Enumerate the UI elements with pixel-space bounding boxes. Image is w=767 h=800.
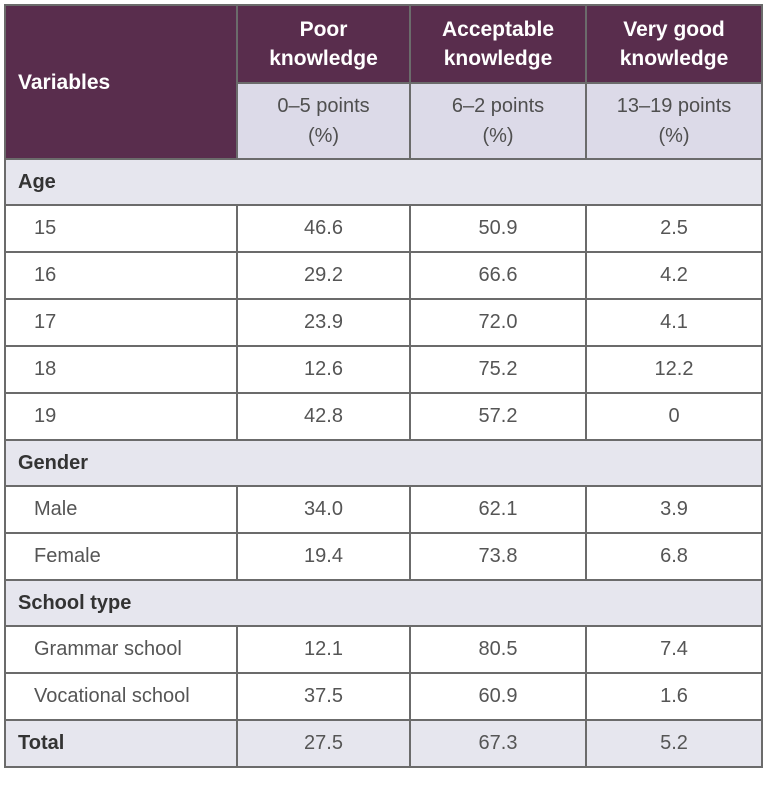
cell-poor: 37.5	[236, 672, 411, 721]
cell-very-good: 4.1	[585, 298, 763, 347]
cell-poor: 12.1	[236, 625, 411, 674]
table-body: Age 15 46.6 50.9 2.5 16 29.2 66.6 4.2 17 23.9 72.0 4…	[4, 158, 763, 768]
cell-acceptable: 75.2	[409, 345, 587, 394]
section-row-gender: Gender	[4, 439, 763, 487]
cell-poor: 12.6	[236, 345, 411, 394]
cell-poor: 46.6	[236, 204, 411, 253]
header-poor-line1: Poor	[299, 18, 348, 41]
row-label: 18	[4, 345, 238, 394]
total-poor: 27.5	[236, 719, 411, 768]
header-acceptable-range-text: 6–2 points	[451, 95, 545, 117]
row-label: 17	[4, 298, 238, 347]
knowledge-table: Variables Poor knowledge Acceptable knowle…	[4, 4, 763, 768]
row-label: Male	[4, 485, 238, 534]
header-poor-line2: knowledge	[269, 47, 378, 70]
cell-poor: 29.2	[236, 251, 411, 300]
table-row: Male 34.0 62.1 3.9	[4, 485, 763, 534]
header-acceptable-line2: knowledge	[443, 47, 553, 70]
table-row: 15 46.6 50.9 2.5	[4, 204, 763, 253]
header-acceptable-knowledge: Acceptable knowledge	[409, 4, 587, 84]
cell-poor: 23.9	[236, 298, 411, 347]
header-very-good-line2: knowledge	[619, 47, 729, 70]
cell-acceptable: 62.1	[409, 485, 587, 534]
header-acceptable-line1: Acceptable	[441, 18, 555, 41]
section-title: Gender	[4, 439, 763, 487]
cell-very-good: 2.5	[585, 204, 763, 253]
header-very-good-range: 13–19 points (%)	[585, 82, 763, 160]
header-acceptable-unit: (%)	[482, 125, 514, 147]
header-acceptable-range: 6–2 points (%)	[409, 82, 587, 160]
cell-acceptable: 60.9	[409, 672, 587, 721]
header-very-good-unit: (%)	[658, 125, 690, 147]
section-title: Age	[4, 158, 763, 206]
cell-acceptable: 57.2	[409, 392, 587, 441]
knowledge-table-container: Variables Poor knowledge Acceptable knowle…	[4, 4, 763, 768]
header-very-good-line1: Very good	[623, 18, 725, 41]
total-acceptable: 67.3	[409, 719, 587, 768]
cell-poor: 19.4	[236, 532, 411, 581]
header-very-good-range-text: 13–19 points	[616, 95, 732, 117]
table-row: 16 29.2 66.6 4.2	[4, 251, 763, 300]
table-row: 17 23.9 72.0 4.1	[4, 298, 763, 347]
table-row: 19 42.8 57.2 0	[4, 392, 763, 441]
header-poor-unit: (%)	[307, 125, 340, 147]
row-label: Vocational school	[4, 672, 238, 721]
cell-acceptable: 73.8	[409, 532, 587, 581]
header-poor-range: 0–5 points (%)	[236, 82, 411, 160]
section-row-age: Age	[4, 158, 763, 206]
total-label: Total	[4, 719, 238, 768]
cell-very-good: 1.6	[585, 672, 763, 721]
header-variables: Variables	[4, 4, 238, 160]
cell-poor: 42.8	[236, 392, 411, 441]
table-row: Vocational school 37.5 60.9 1.6	[4, 672, 763, 721]
table-row: Grammar school 12.1 80.5 7.4	[4, 625, 763, 674]
header-very-good-knowledge: Very good knowledge	[585, 4, 763, 84]
header-poor-knowledge: Poor knowledge	[236, 4, 411, 84]
section-title: School type	[4, 579, 763, 627]
section-row-school-type: School type	[4, 579, 763, 627]
table-row: 18 12.6 75.2 12.2	[4, 345, 763, 394]
cell-acceptable: 72.0	[409, 298, 587, 347]
table-header: Variables Poor knowledge Acceptable knowle…	[4, 4, 763, 160]
cell-acceptable: 50.9	[409, 204, 587, 253]
cell-very-good: 7.4	[585, 625, 763, 674]
cell-poor: 34.0	[236, 485, 411, 534]
cell-very-good: 6.8	[585, 532, 763, 581]
cell-acceptable: 66.6	[409, 251, 587, 300]
row-label: 16	[4, 251, 238, 300]
row-label: Grammar school	[4, 625, 238, 674]
cell-very-good: 12.2	[585, 345, 763, 394]
cell-very-good: 4.2	[585, 251, 763, 300]
row-label: Female	[4, 532, 238, 581]
cell-very-good: 3.9	[585, 485, 763, 534]
row-label: 19	[4, 392, 238, 441]
header-poor-range-text: 0–5 points	[277, 95, 370, 117]
cell-very-good: 0	[585, 392, 763, 441]
cell-acceptable: 80.5	[409, 625, 587, 674]
total-row: Total 27.5 67.3 5.2	[4, 719, 763, 768]
row-label: 15	[4, 204, 238, 253]
table-row: Female 19.4 73.8 6.8	[4, 532, 763, 581]
total-very-good: 5.2	[585, 719, 763, 768]
